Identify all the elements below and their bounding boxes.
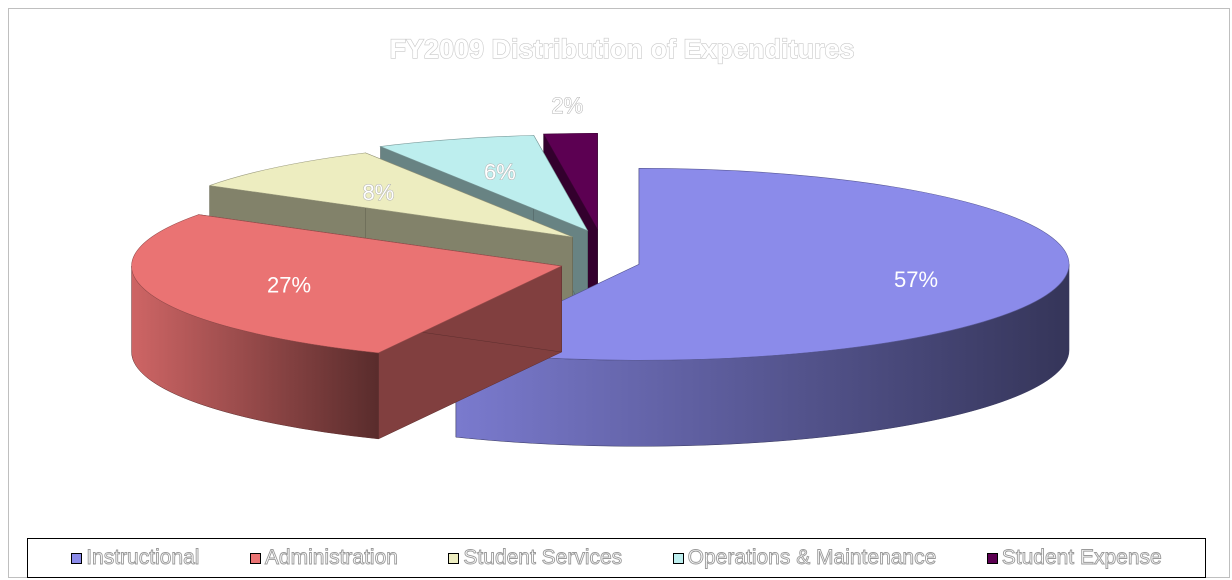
legend-swatch — [448, 552, 460, 564]
legend-label: Administration — [264, 546, 398, 570]
legend-item: Student Services — [448, 546, 623, 570]
chart-title: FY2009 Distribution of Expenditures — [389, 34, 854, 64]
legend-swatch — [672, 552, 684, 564]
data-label-3: 6% — [484, 159, 516, 184]
legend-item: Instructional — [71, 546, 200, 570]
legend-label: Operations & Maintenance — [687, 546, 937, 570]
data-label-1: 27% — [267, 273, 311, 298]
legend-label: Student Expense — [1001, 546, 1162, 570]
slices-layer — [131, 132, 1070, 447]
legend-swatch — [71, 552, 83, 564]
legend-swatch — [249, 552, 261, 564]
legend-item: Student Expense — [986, 546, 1162, 570]
legend-item: Operations & Maintenance — [672, 546, 937, 570]
legend-swatch — [986, 552, 998, 564]
data-label-0: 57% — [894, 267, 938, 292]
legend-item: Administration — [249, 546, 398, 570]
pie-slice-administration — [131, 214, 563, 440]
chart-legend: Instructional Administration Student Servi… — [27, 538, 1206, 578]
legend-label: Student Services — [463, 546, 623, 570]
labels-layer: 57% 27% 8% 6% 2% — [267, 92, 938, 298]
legend-label: Instructional — [86, 546, 200, 570]
data-label-4: 2% — [551, 93, 583, 118]
data-label-2: 8% — [362, 180, 394, 205]
